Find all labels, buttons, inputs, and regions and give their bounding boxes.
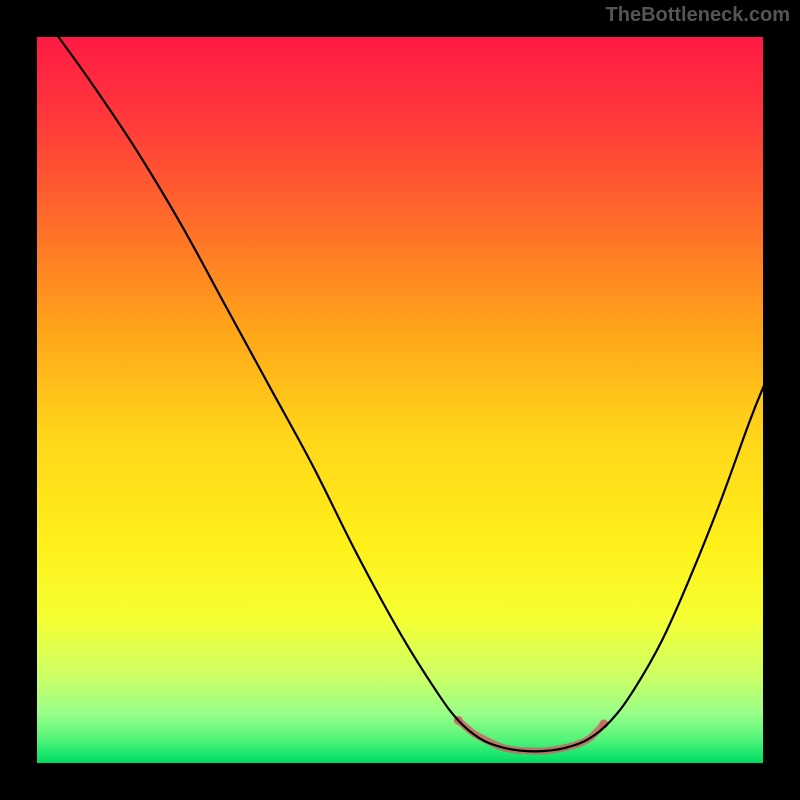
bottleneck-chart: TheBottleneck.com [0, 0, 800, 800]
watermark-text: TheBottleneck.com [606, 4, 790, 27]
chart-svg [36, 36, 764, 764]
plot-area [36, 36, 764, 764]
